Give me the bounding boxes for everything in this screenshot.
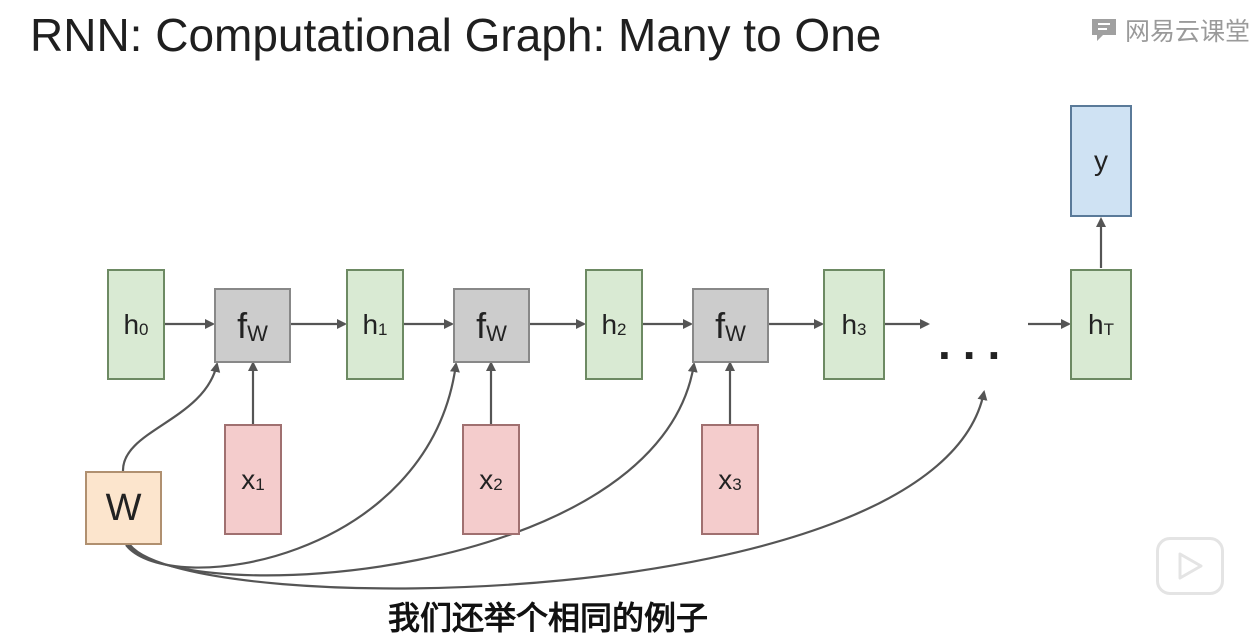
edge-W-fw2 (125, 362, 460, 569)
ellipsis: ... (938, 317, 1013, 369)
slide-title: RNN: Computational Graph: Many to One (30, 9, 882, 61)
node-y: y (1070, 105, 1132, 217)
play-button[interactable] (1156, 537, 1224, 595)
play-icon (1178, 552, 1203, 580)
video-subtitle: 我们还举个相同的例子 (388, 599, 709, 637)
edge-W-fw1 (121, 362, 221, 472)
watermark-text: 网易云课堂 (1124, 17, 1250, 46)
node-W: W (85, 471, 162, 545)
chat-bubble-logo-icon (1091, 19, 1116, 41)
diagram-edges (121, 217, 1106, 590)
edge-W-ellipsis (129, 390, 988, 590)
watermark: 网易云课堂 (1089, 12, 1250, 48)
